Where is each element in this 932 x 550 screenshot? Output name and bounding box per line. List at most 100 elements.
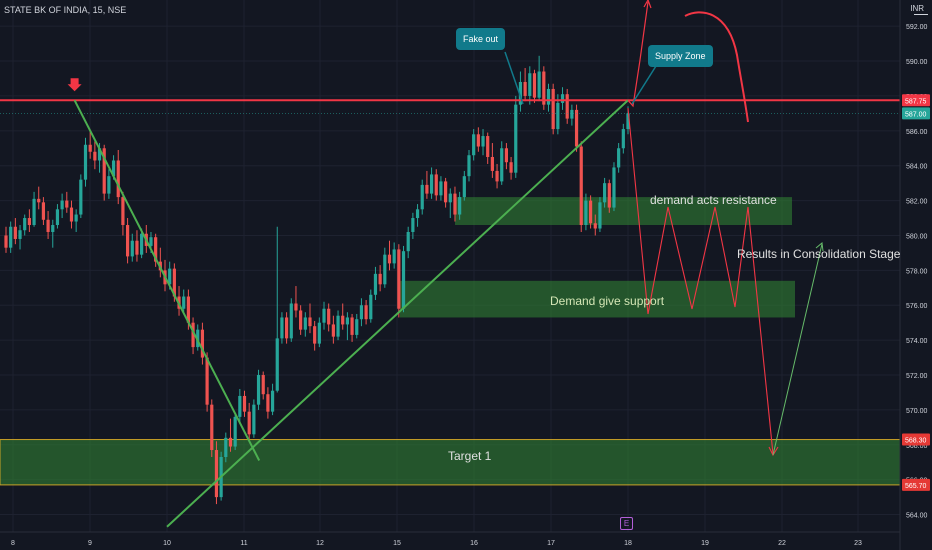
candle-body bbox=[135, 240, 139, 255]
fake-out-callout[interactable]: Fake out bbox=[456, 28, 506, 50]
candle-body bbox=[406, 231, 410, 252]
candle-body bbox=[303, 317, 307, 330]
y-tick-label: 576.00 bbox=[906, 303, 928, 310]
candle-body bbox=[55, 209, 60, 226]
candle-body bbox=[154, 237, 158, 262]
x-tick-label: 23 bbox=[854, 540, 862, 547]
symbol-title[interactable]: STATE BK OF INDIA, 15, NSE bbox=[4, 5, 127, 15]
curved-rejection bbox=[684, 11, 749, 123]
demand-resistance-label[interactable]: demand acts resistance bbox=[650, 193, 777, 207]
candle-body bbox=[420, 184, 424, 210]
candle-body bbox=[107, 176, 111, 194]
price-label-box bbox=[902, 94, 930, 107]
demand-support-label[interactable]: Demand give support bbox=[550, 294, 665, 308]
zone-box bbox=[400, 280, 795, 318]
candle-body bbox=[560, 94, 565, 103]
x-tick-label: 17 bbox=[547, 540, 555, 547]
candle-body bbox=[373, 273, 378, 295]
candle-body bbox=[411, 218, 415, 232]
y-tick-label: 574.00 bbox=[906, 338, 928, 345]
candle-body bbox=[149, 237, 153, 246]
candle-body bbox=[626, 113, 630, 130]
candle-body bbox=[102, 148, 106, 194]
y-tick-label: 586.00 bbox=[906, 129, 928, 136]
candle-body bbox=[13, 226, 17, 239]
candle-body bbox=[518, 81, 523, 105]
candle-body bbox=[617, 148, 621, 168]
candle-body bbox=[504, 148, 509, 163]
x-tick-label: 22 bbox=[778, 540, 786, 547]
candle-body bbox=[462, 176, 466, 198]
arrow-down-icon bbox=[67, 78, 82, 92]
candle-body bbox=[439, 181, 443, 196]
y-tick-label: 590.00 bbox=[906, 59, 928, 66]
candle-body bbox=[495, 170, 499, 182]
candle-body bbox=[79, 179, 83, 215]
candle-body bbox=[125, 225, 130, 257]
currency-label[interactable]: INR bbox=[910, 4, 924, 13]
x-tick-label: 15 bbox=[393, 540, 401, 547]
candle-body bbox=[453, 193, 457, 215]
price-label-text: 587.75 bbox=[905, 98, 927, 105]
candle-body bbox=[401, 251, 406, 309]
earnings-icon[interactable]: E bbox=[620, 517, 633, 530]
candle-body bbox=[359, 305, 364, 320]
x-tick-label: 8 bbox=[11, 540, 15, 547]
currency-underline bbox=[914, 14, 928, 15]
y-tick-label: 592.00 bbox=[906, 24, 928, 31]
candle-body bbox=[579, 146, 583, 226]
y-tick-label: 572.00 bbox=[906, 373, 928, 380]
target-1-label[interactable]: Target 1 bbox=[448, 449, 492, 463]
price-label-box bbox=[902, 433, 930, 446]
candle-body bbox=[116, 160, 120, 198]
candle-body bbox=[74, 214, 78, 222]
consolidation-label[interactable]: Results in Consolidation Stage bbox=[737, 247, 901, 261]
candle-body bbox=[345, 317, 349, 325]
candle-body bbox=[256, 375, 261, 405]
candle-body bbox=[228, 437, 233, 447]
arrowhead bbox=[643, 0, 652, 9]
zone-box bbox=[0, 439, 901, 486]
candle-body bbox=[168, 268, 172, 285]
price-label-text: 565.70 bbox=[905, 483, 927, 490]
candle-body bbox=[83, 144, 88, 180]
candle-body bbox=[308, 317, 312, 327]
recovery-path bbox=[772, 243, 823, 456]
candle-body bbox=[299, 310, 303, 330]
candle-body bbox=[27, 218, 31, 226]
candle-body bbox=[51, 225, 55, 232]
price-label-text: 587.00 bbox=[905, 111, 927, 118]
arrowhead bbox=[815, 242, 824, 252]
candle-body bbox=[327, 308, 331, 325]
candle-body bbox=[509, 162, 513, 173]
y-tick-label: 584.00 bbox=[906, 164, 928, 171]
candle-body bbox=[130, 240, 134, 257]
x-tick-label: 12 bbox=[316, 540, 324, 547]
candle-body bbox=[140, 233, 144, 255]
y-tick-label: 580.00 bbox=[906, 233, 928, 240]
candle-body bbox=[570, 109, 574, 119]
candle-body bbox=[467, 155, 471, 177]
candle-body bbox=[514, 104, 518, 173]
candle-body bbox=[392, 249, 396, 264]
candle-body bbox=[429, 174, 434, 194]
candle-body bbox=[270, 390, 275, 412]
trendline bbox=[73, 99, 261, 461]
x-tick-label: 18 bbox=[624, 540, 632, 547]
supply-zone-callout[interactable]: Supply Zone bbox=[648, 45, 713, 67]
candle-body bbox=[224, 437, 228, 457]
candle-body bbox=[528, 73, 532, 96]
candle-body bbox=[294, 303, 298, 311]
candle-body bbox=[238, 395, 242, 417]
candle-body bbox=[598, 202, 602, 229]
candle-body bbox=[523, 81, 527, 96]
candle-body bbox=[490, 156, 494, 171]
consolidation-path bbox=[627, 107, 774, 455]
candle-body bbox=[280, 317, 284, 339]
candle-body bbox=[191, 322, 195, 348]
candle-body bbox=[205, 357, 209, 405]
candle-body bbox=[607, 183, 611, 208]
candle-body bbox=[486, 136, 490, 157]
candle-body bbox=[425, 184, 429, 194]
